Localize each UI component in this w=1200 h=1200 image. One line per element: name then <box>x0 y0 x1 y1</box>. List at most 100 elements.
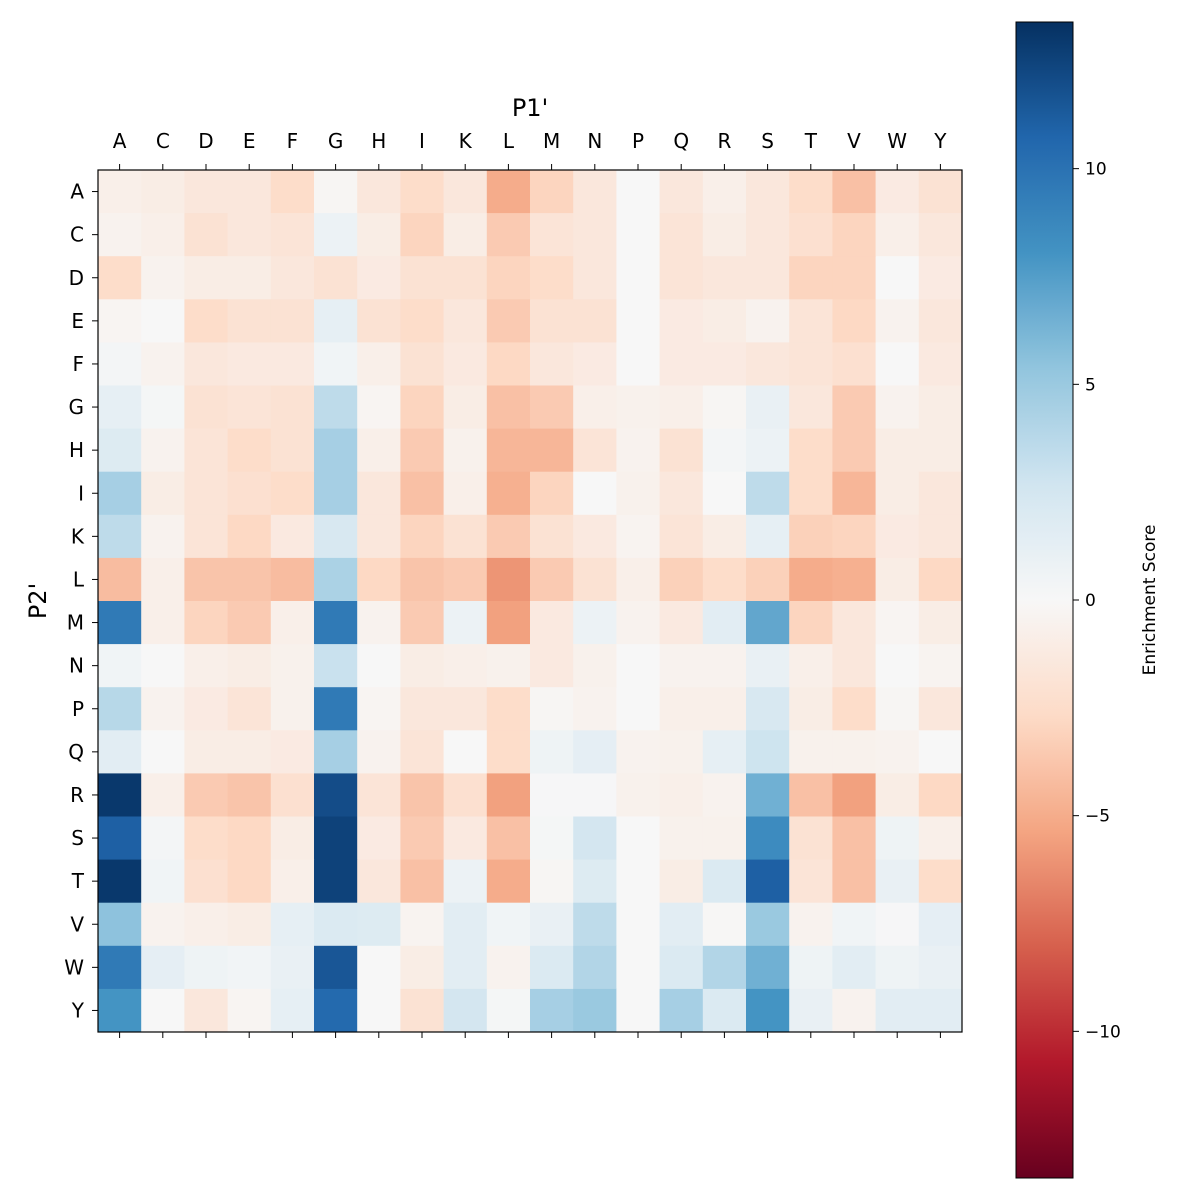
heatmap-cell-H-G <box>314 428 358 473</box>
heatmap-cell-M-E <box>227 601 272 645</box>
heatmap-cell-G-G <box>314 385 358 430</box>
heatmap-cell-W-L <box>486 945 531 990</box>
x-tick-label: Y <box>933 129 947 153</box>
y-tick-label: W <box>64 955 84 979</box>
heatmap-cell-V-Q <box>659 902 704 947</box>
heatmap-cell-Q-R <box>702 730 747 774</box>
heatmap-cell-S-I <box>400 816 445 861</box>
heatmap-cell-S-Q <box>659 816 704 861</box>
heatmap-cell-A-D <box>184 170 229 214</box>
heatmap-cell-D-G <box>314 256 358 300</box>
heatmap-cell-A-Y <box>918 170 963 214</box>
heatmap-cell-C-C <box>141 213 185 257</box>
x-tick-label: C <box>156 129 170 153</box>
heatmap-cell-M-I <box>400 601 445 645</box>
heatmap-cell-P-P <box>616 687 661 731</box>
heatmap-cell-S-R <box>702 816 747 861</box>
heatmap-cell-E-C <box>141 299 185 343</box>
heatmap-cell-Y-H <box>357 988 401 1033</box>
heatmap-cell-L-I <box>400 557 445 602</box>
heatmap-cell-I-S <box>746 471 790 516</box>
heatmap-cell-E-N <box>573 299 617 343</box>
heatmap-cell-F-G <box>314 342 358 386</box>
x-tick-label: A <box>113 129 127 153</box>
heatmap-cell-I-N <box>573 471 617 516</box>
heatmap-cell-P-W <box>875 687 920 731</box>
y-tick-label: N <box>69 654 84 678</box>
heatmap-cell-D-H <box>357 256 401 300</box>
heatmap-cell-P-Q <box>659 687 704 731</box>
heatmap-cell-Y-G <box>314 988 358 1033</box>
heatmap-cell-Y-C <box>141 988 185 1033</box>
heatmap-cell-I-Y <box>918 471 963 516</box>
x-tick-label: N <box>587 129 602 153</box>
heatmap-cell-F-A <box>98 342 142 386</box>
heatmap-cell-Y-N <box>573 988 617 1033</box>
heatmap-cell-D-A <box>98 256 142 300</box>
heatmap-cell-H-W <box>875 428 920 473</box>
heatmap-cell-S-N <box>573 816 617 861</box>
heatmap-cell-D-Q <box>659 256 704 300</box>
heatmap-cell-D-E <box>227 256 272 300</box>
heatmap-cell-K-Y <box>918 514 963 559</box>
heatmap-cell-T-V <box>832 859 877 904</box>
heatmap-cell-R-R <box>702 773 747 817</box>
heatmap-cell-L-R <box>702 557 747 602</box>
heatmap-cell-L-E <box>227 557 272 602</box>
heatmap-cell-Q-V <box>832 730 877 774</box>
x-axis-label: P1' <box>512 94 548 122</box>
heatmap-cell-D-K <box>443 256 488 300</box>
heatmap-cell-I-R <box>702 471 747 516</box>
heatmap-cell-M-Q <box>659 601 704 645</box>
heatmap-cell-C-R <box>702 213 747 257</box>
heatmap-cell-L-A <box>98 557 142 602</box>
heatmap-cell-L-F <box>270 557 315 602</box>
heatmap-cell-S-L <box>486 816 531 861</box>
heatmap-cell-I-W <box>875 471 920 516</box>
heatmap-cell-A-R <box>702 170 747 214</box>
heatmap-cell-Q-E <box>227 730 272 774</box>
heatmap-cell-G-S <box>746 385 790 430</box>
heatmap-cell-G-F <box>270 385 315 430</box>
heatmap-cell-R-D <box>184 773 229 817</box>
colorbar-tick-label: −5 <box>1085 807 1110 827</box>
heatmap-cell-Q-G <box>314 730 358 774</box>
heatmap-cell-E-L <box>486 299 531 343</box>
y-tick-label: D <box>69 266 84 290</box>
colorbar-tick-label: −10 <box>1085 1022 1121 1042</box>
heatmap-cell-E-F <box>270 299 315 343</box>
heatmap-cell-N-V <box>832 644 877 688</box>
heatmap-cell-H-F <box>270 428 315 473</box>
heatmap-cell-M-V <box>832 601 877 645</box>
heatmap-cell-H-K <box>443 428 488 473</box>
heatmap-cell-L-G <box>314 557 358 602</box>
heatmap-cell-E-T <box>789 299 833 343</box>
heatmap-cell-W-A <box>98 945 142 990</box>
heatmap-cell-G-Q <box>659 385 704 430</box>
x-tick-label: F <box>287 129 299 153</box>
heatmap-cell-C-K <box>443 213 488 257</box>
heatmap-cell-R-N <box>573 773 617 817</box>
heatmap-cell-P-T <box>789 687 833 731</box>
y-tick-label: M <box>67 611 84 635</box>
heatmap-cell-M-L <box>486 601 531 645</box>
heatmap-cell-G-T <box>789 385 833 430</box>
heatmap-cell-L-M <box>530 557 574 602</box>
heatmap-cell-V-P <box>616 902 661 947</box>
heatmap-cell-T-R <box>702 859 747 904</box>
heatmap-cell-T-Q <box>659 859 704 904</box>
heatmap-cell-T-D <box>184 859 229 904</box>
heatmap-cell-S-S <box>746 816 790 861</box>
colorbar-tick-label: 5 <box>1085 375 1096 395</box>
heatmap-cell-L-S <box>746 557 790 602</box>
heatmap-cell-H-T <box>789 428 833 473</box>
colorbar <box>1015 21 1074 1179</box>
heatmap-cell-R-V <box>832 773 877 817</box>
heatmap-cell-T-K <box>443 859 488 904</box>
heatmap-cell-A-Q <box>659 170 704 214</box>
heatmap-cell-S-G <box>314 816 358 861</box>
heatmap-cell-K-C <box>141 514 185 559</box>
heatmap-cell-K-M <box>530 514 574 559</box>
heatmap-cell-M-C <box>141 601 185 645</box>
x-tick-label: V <box>847 129 861 153</box>
